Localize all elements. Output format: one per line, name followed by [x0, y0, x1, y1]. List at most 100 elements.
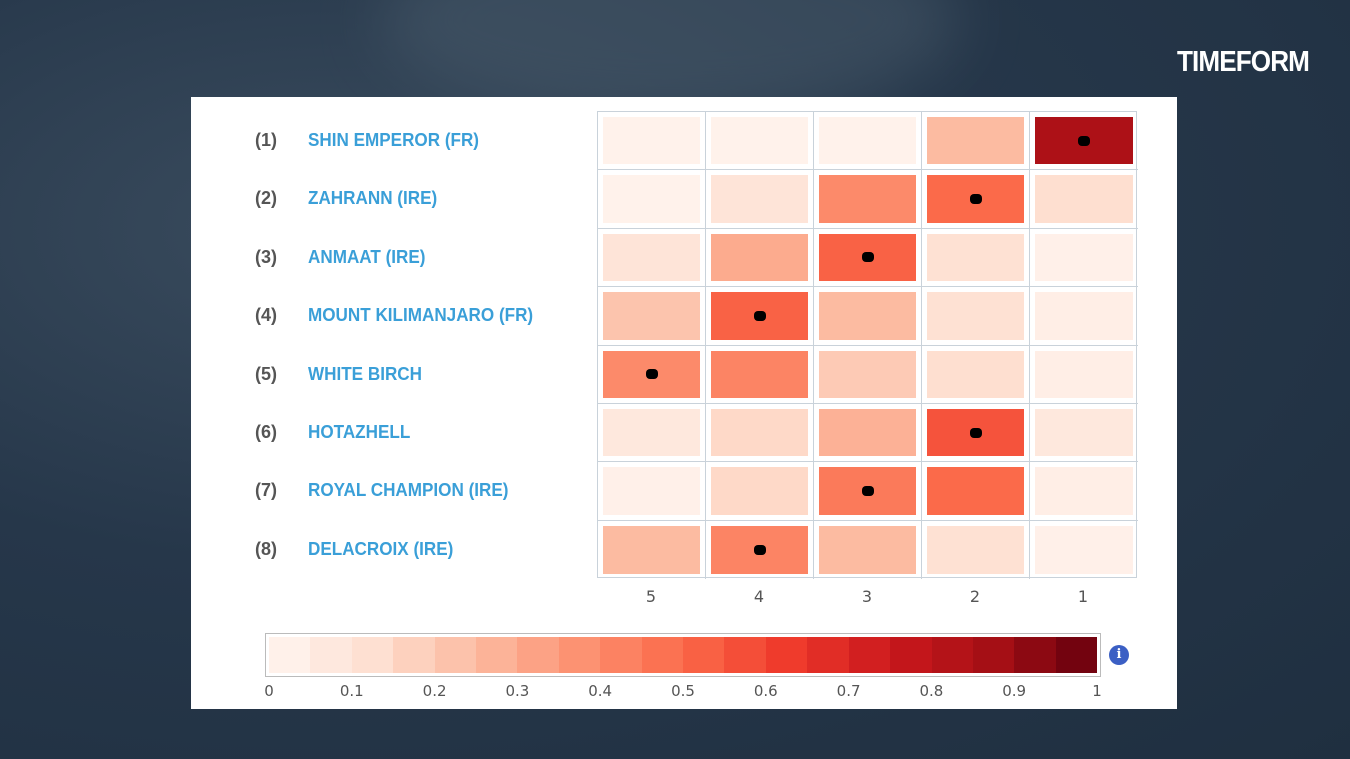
heatmap-cell[interactable]	[1030, 404, 1138, 463]
heatmap-cell[interactable]	[814, 345, 922, 404]
cell-fill	[819, 233, 916, 282]
heatmap-cell[interactable]	[706, 345, 814, 404]
heatmap-cell[interactable]	[1030, 521, 1138, 579]
cell-fill	[1035, 350, 1133, 398]
horse-name-link[interactable]: MOUNT KILIMANJARO (FR)	[308, 305, 534, 326]
horse-name-link[interactable]: ANMAAT (IRE)	[308, 246, 426, 267]
horse-name-link[interactable]: ZAHRANN (IRE)	[308, 188, 438, 209]
heatmap-cell[interactable]	[706, 404, 814, 463]
heatmap-cell[interactable]	[598, 520, 706, 580]
heatmap-cell[interactable]	[1030, 229, 1138, 288]
heatmap-cell[interactable]	[598, 228, 706, 288]
color-step	[890, 637, 932, 673]
cell-fill	[927, 467, 1024, 515]
row-number: (7)	[255, 480, 277, 501]
color-step	[765, 637, 808, 673]
cell-fill	[603, 350, 700, 398]
marker-dot	[753, 310, 766, 321]
horse-name-link[interactable]: HOTAZHELL	[308, 422, 411, 442]
color-step	[434, 637, 477, 673]
heatmap-cell[interactable]	[922, 520, 1030, 580]
color-step	[517, 637, 559, 673]
cell-fill	[819, 525, 916, 575]
cell-fill	[1035, 117, 1133, 165]
heatmap-cell[interactable]	[706, 228, 814, 288]
row-number: (6)	[255, 422, 277, 442]
heatmap-cell[interactable]	[814, 170, 922, 229]
column-label: 1	[1077, 587, 1089, 606]
horse-name-link[interactable]: SHIN EMPEROR (FR)	[308, 130, 479, 150]
color-scale-tick: 0.6	[753, 682, 778, 700]
color-scale-tick: 0.1	[339, 682, 364, 700]
heatmap-cell[interactable]	[814, 404, 922, 463]
heatmap-cell[interactable]	[706, 112, 814, 171]
color-step	[848, 637, 891, 673]
color-scale-tick: 0	[264, 682, 274, 700]
heatmap-cell[interactable]	[1030, 170, 1138, 229]
cell-fill	[819, 292, 916, 340]
heatmap-cell[interactable]	[598, 287, 706, 346]
heatmap-cell[interactable]	[598, 462, 706, 521]
color-step	[1014, 637, 1056, 673]
horse-name-link[interactable]: ROYAL CHAMPION (IRE)	[308, 480, 509, 501]
color-step	[269, 637, 311, 673]
heatmap-cell[interactable]	[598, 170, 706, 229]
heatmap-cell[interactable]	[598, 345, 706, 404]
color-step	[931, 637, 973, 673]
heatmap-cell[interactable]	[922, 404, 1030, 463]
color-scale-tick: 0.8	[919, 682, 944, 700]
row-number: (5)	[255, 363, 277, 384]
heatmap-cell[interactable]	[706, 462, 814, 521]
heatmap-cell[interactable]	[814, 287, 922, 346]
heatmap-cell[interactable]	[922, 287, 1030, 346]
color-scale-tick: 0.7	[836, 682, 861, 700]
marker-dot	[969, 194, 982, 205]
heatmap-cell[interactable]	[922, 228, 1030, 288]
cell-fill	[927, 409, 1024, 457]
heatmap-cell[interactable]	[1030, 346, 1138, 404]
color-step	[558, 637, 601, 673]
column-label: 2	[969, 587, 981, 606]
row-number: (2)	[255, 188, 277, 209]
heatmap-cell[interactable]	[1030, 287, 1138, 346]
heatmap-cell[interactable]	[598, 112, 706, 171]
info-icon[interactable]: i	[1109, 645, 1129, 665]
horse-name-link[interactable]: DELACROIX (IRE)	[308, 538, 454, 559]
heatmap-cell[interactable]	[814, 462, 922, 521]
row-number: (8)	[255, 538, 277, 559]
cell-fill	[1035, 233, 1133, 282]
row-number: (1)	[255, 130, 277, 150]
heatmap-cell[interactable]	[814, 520, 922, 580]
heatmap-cell[interactable]	[814, 228, 922, 288]
heatmap-cell[interactable]	[1030, 112, 1138, 171]
marker-dot	[861, 486, 874, 497]
marker-dot	[861, 252, 874, 263]
color-step	[724, 637, 766, 673]
column-label: 4	[753, 587, 765, 606]
color-step	[351, 637, 394, 673]
heatmap-cell[interactable]	[706, 287, 814, 346]
horse-name-link[interactable]: WHITE BIRCH	[308, 363, 422, 384]
heatmap-cell[interactable]	[814, 112, 922, 171]
heatmap-cell[interactable]	[706, 170, 814, 229]
cell-fill	[819, 117, 916, 165]
cell-fill	[603, 292, 700, 340]
heatmap-cell[interactable]	[706, 520, 814, 580]
cell-fill	[819, 409, 916, 457]
cell-fill	[819, 467, 916, 515]
marker-dot	[645, 369, 658, 380]
color-scale-tick: 1	[1092, 682, 1102, 700]
heatmap-cell[interactable]	[922, 462, 1030, 521]
column-label: 3	[861, 587, 873, 606]
color-step	[641, 637, 684, 673]
color-step	[972, 637, 1015, 673]
heatmap-cell[interactable]	[922, 170, 1030, 229]
heatmap-cell[interactable]	[922, 112, 1030, 171]
color-step	[1055, 637, 1098, 673]
cell-fill	[1035, 467, 1133, 515]
heatmap-cell[interactable]	[1030, 462, 1138, 521]
heatmap-cell[interactable]	[598, 404, 706, 463]
heatmap-cell[interactable]	[922, 345, 1030, 404]
cell-fill	[603, 117, 700, 165]
color-scale-tick: 0.4	[588, 682, 613, 700]
